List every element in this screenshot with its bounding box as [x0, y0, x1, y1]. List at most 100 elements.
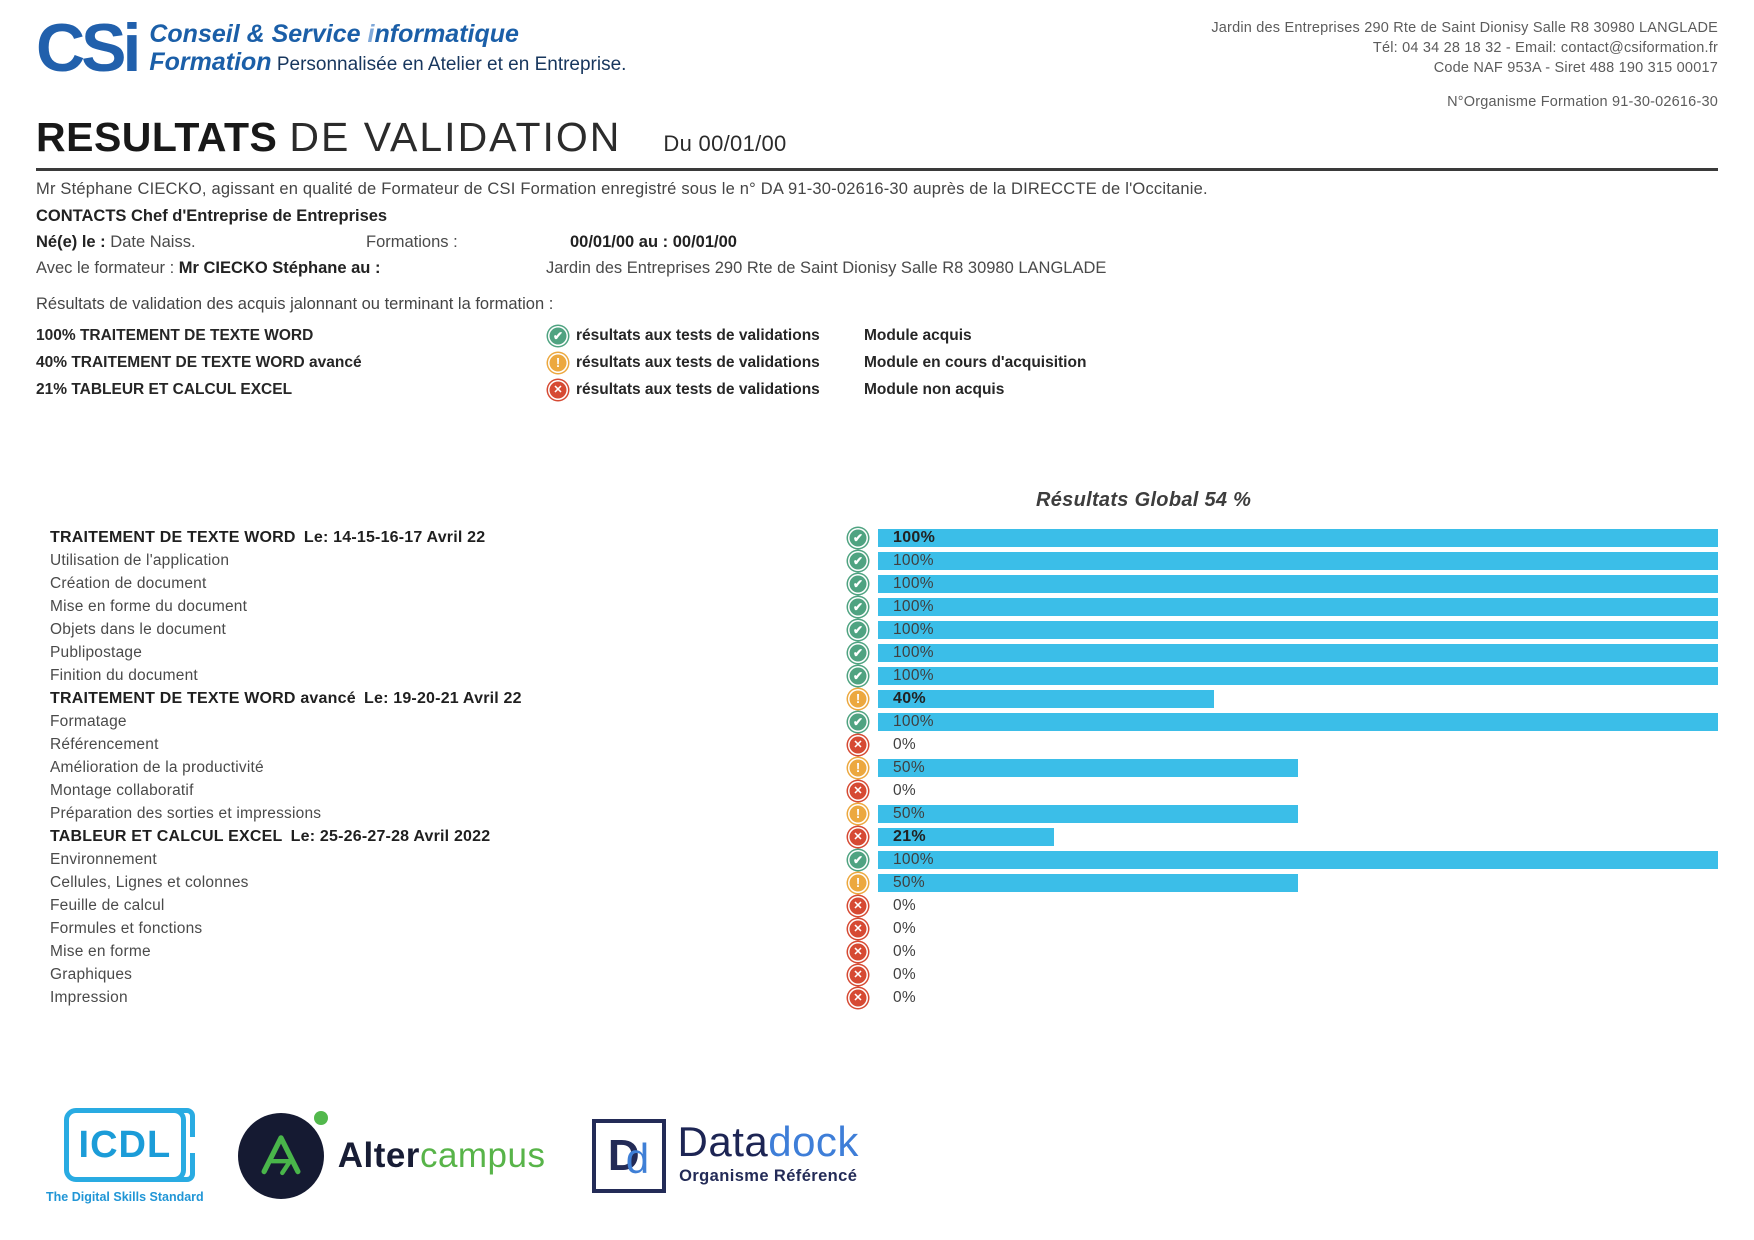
chart-row-icon-cell: ✔	[848, 619, 878, 640]
chart-row: Feuille de calcul ✕ 0%	[36, 894, 1718, 917]
contact-phone-email: Tél: 04 34 28 18 32 - Email: contact@csi…	[1372, 40, 1718, 56]
bar-fill	[878, 574, 1718, 593]
formateur-name: Mr CIECKO Stéphane au :	[178, 259, 381, 277]
chart-row: Mise en forme ✕ 0%	[36, 940, 1718, 963]
footer-logos: ICDL The Digital Skills Standard Alterca…	[46, 1108, 859, 1204]
title-main: RESULTATS	[36, 114, 278, 160]
chart-row-icon-cell: ✔	[848, 642, 878, 663]
birth-cell: Né(e) le : Date Naiss.	[36, 233, 366, 252]
altercampus-logo: Altercampus	[237, 1111, 546, 1199]
legend-result-text: résultats aux tests de validations	[576, 353, 820, 371]
legend-row: 40% TRAITEMENT DE TEXTE WORD avancé! résu…	[36, 349, 1718, 376]
bar-fill	[878, 873, 1298, 892]
chart-row-icon-cell: ✔	[848, 665, 878, 686]
altercampus-campus: campus	[419, 1136, 546, 1175]
chart-row-icon-cell: ✔	[848, 573, 878, 594]
check-icon: ✔	[848, 665, 868, 686]
chart-row: Utilisation de l'application ✔ 100%	[36, 549, 1718, 572]
cross-icon: ✕	[848, 964, 868, 985]
bar-value-label: 100%	[893, 528, 936, 546]
contact-organisme: N°Organisme Formation 91-30-02616-30	[1447, 94, 1718, 110]
chart-row-icon-cell: ✔	[848, 527, 878, 548]
chart-row-icon-cell: ✕	[848, 734, 878, 755]
datadock-name-data: Data	[677, 1118, 769, 1165]
bar-track: 40%	[878, 689, 1718, 708]
chart-row-icon-cell: ✕	[848, 826, 878, 847]
bar-value-label: 0%	[893, 735, 917, 753]
chart-row-label: TRAITEMENT DE TEXTE WORD avancé Le: 19-2…	[50, 689, 522, 707]
bar-value-label: 100%	[893, 712, 934, 730]
chart-row-label: Utilisation de l'application	[50, 551, 230, 569]
legend-icon-cell: ✕	[548, 379, 576, 400]
chart-row: Finition du document ✔ 100%	[36, 664, 1718, 687]
bar-track: 100%	[878, 850, 1718, 869]
page-header: CSi Conseil & Service informatique Forma…	[36, 10, 1718, 112]
chart-row-icon-cell: ✕	[848, 780, 878, 801]
warning-icon: !	[848, 872, 868, 893]
datadock-d2: d	[625, 1135, 650, 1182]
chart-row-label: Formules et fonctions	[50, 919, 203, 937]
bar-track: 50%	[878, 804, 1718, 823]
bar-track: 100%	[878, 666, 1718, 685]
icdl-frame-icon: ICDL	[63, 1108, 195, 1182]
bar-track: 0%	[878, 736, 1718, 754]
datadock-text-block: Datadock Organisme Référencé	[678, 1119, 859, 1186]
legend-result-text: résultats aux tests de validations	[576, 380, 820, 398]
cross-icon: ✕	[548, 379, 568, 400]
chart-row-label: Finition du document	[50, 666, 198, 684]
bar-value-label: 100%	[893, 574, 934, 592]
bar-value-label: 50%	[893, 804, 925, 822]
chart-row-label: Préparation des sorties et impressions	[50, 804, 322, 822]
cross-icon: ✕	[848, 987, 868, 1008]
datadock-d1: D	[607, 1131, 640, 1180]
bar-fill	[878, 689, 1214, 708]
bar-track: 0%	[878, 943, 1718, 961]
bar-track: 100%	[878, 712, 1718, 731]
check-icon: ✔	[848, 619, 868, 640]
birth-label: Né(e) le :	[36, 233, 111, 251]
warning-icon: !	[848, 803, 868, 824]
bar-track: 100%	[878, 574, 1718, 593]
birth-value: Date Naiss.	[110, 233, 196, 251]
bar-fill	[878, 850, 1718, 869]
datadock-caption: Organisme Référencé	[679, 1167, 858, 1185]
icdl-text: ICDL	[78, 1123, 172, 1166]
chart-row-icon-cell: !	[848, 688, 878, 709]
chart-row: Formatage ✔ 100%	[36, 710, 1718, 733]
chart-row-icon-cell: !	[848, 872, 878, 893]
bar-fill	[878, 827, 1055, 846]
bar-value-label: 100%	[893, 620, 934, 638]
cross-icon: ✕	[848, 734, 868, 755]
formateur-row: Avec le formateur : Mr CIECKO Stéphane a…	[36, 259, 1718, 278]
csi-logo: CSi Conseil & Service informatique Forma…	[36, 10, 626, 82]
title-date: Du 00/01/00	[663, 131, 787, 156]
bar-value-label: 50%	[893, 758, 925, 776]
bar-fill	[878, 528, 1718, 547]
chart-row-label: TABLEUR ET CALCUL EXCEL Le: 25-26-27-28 …	[50, 827, 491, 845]
warning-icon: !	[548, 352, 568, 373]
bar-track: 100%	[878, 551, 1718, 570]
chart-row: Environnement ✔ 100%	[36, 848, 1718, 871]
datadock-logo: D d Datadock Organisme Référencé	[591, 1119, 859, 1193]
check-icon: ✔	[848, 596, 868, 617]
brand-line1-rest: nformatique	[374, 20, 519, 48]
bar-value-label: 40%	[893, 689, 926, 707]
chart-row: Création de document ✔ 100%	[36, 572, 1718, 595]
chart-row: Amélioration de la productivité! 50%	[36, 756, 1718, 779]
warning-icon: !	[848, 688, 868, 709]
chart-row-icon-cell: ✔	[848, 550, 878, 571]
bar-value-label: 100%	[893, 597, 934, 615]
bar-track: 50%	[878, 873, 1718, 892]
bar-fill	[878, 758, 1298, 777]
bar-value-label: 21%	[893, 827, 926, 845]
chart-row-label: Environnement	[50, 850, 157, 868]
bar-track: 0%	[878, 897, 1718, 915]
legend-module-label: 40% TRAITEMENT DE TEXTE WORD avancé	[36, 353, 362, 371]
chart-row-icon-cell: ✕	[848, 987, 878, 1008]
bar-value-label: 0%	[893, 942, 917, 960]
header-contact-block: Jardin des Entreprises 290 Rte de Saint …	[1211, 10, 1718, 112]
chart-row-label: Mise en forme du document	[50, 597, 248, 615]
brand-line1: Conseil & Service informatique	[149, 20, 626, 48]
bar-fill	[878, 597, 1718, 616]
